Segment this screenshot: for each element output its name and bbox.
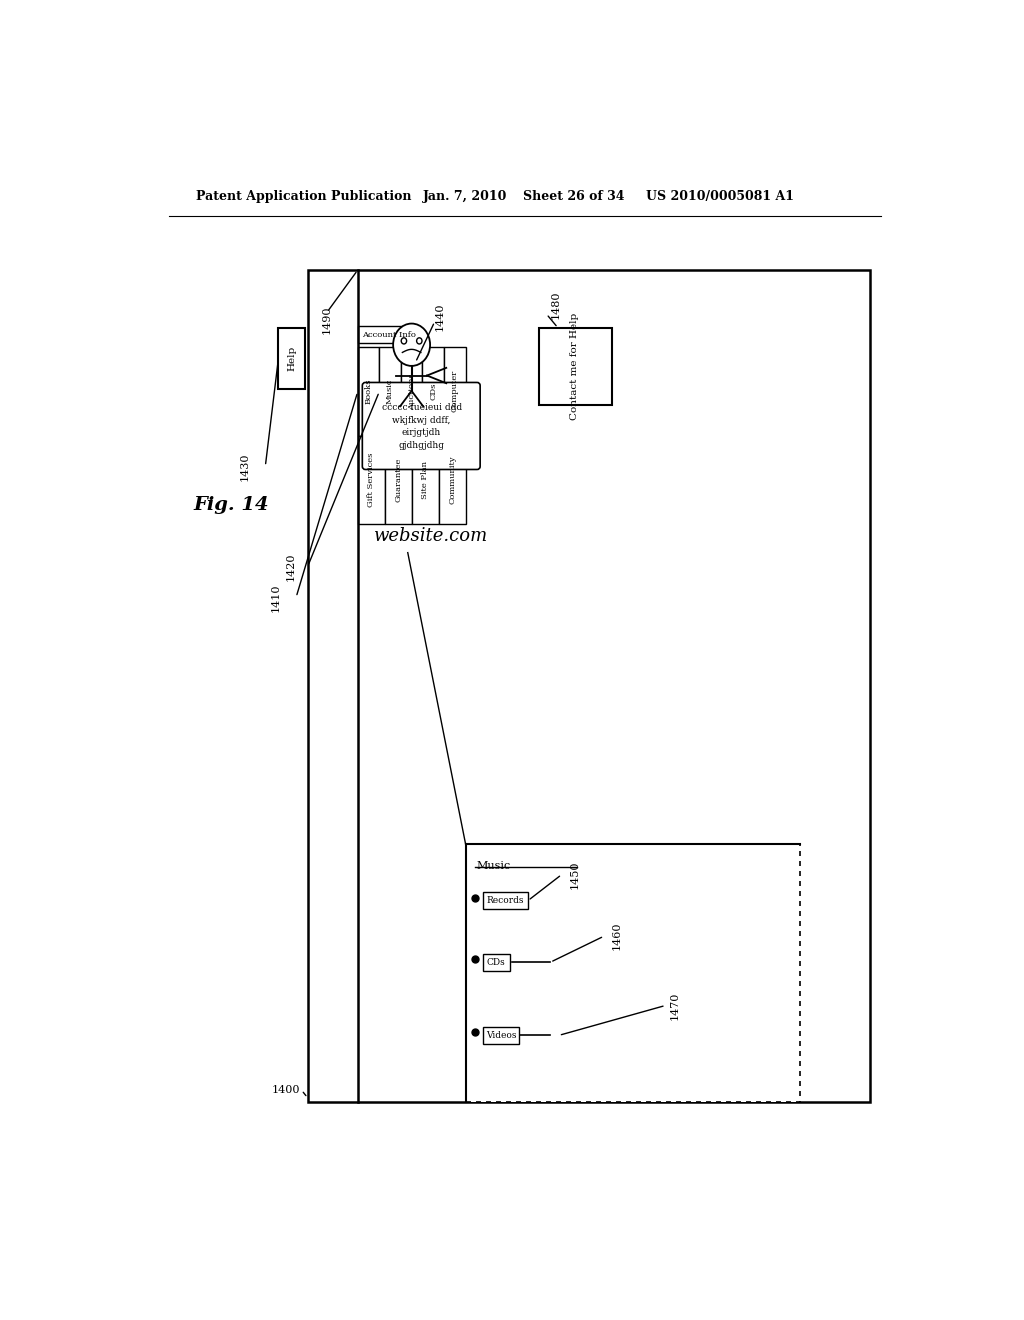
Text: Site Plan: Site Plan xyxy=(421,461,429,499)
Text: 1460: 1460 xyxy=(611,921,622,950)
Text: Gift Services: Gift Services xyxy=(368,453,375,507)
Bar xyxy=(438,436,466,524)
Text: Community: Community xyxy=(449,455,456,504)
Text: ccccc fueieui ddd
wkjfkwj ddff,
eirjgtjdh
gjdhgjdhg: ccccc fueieui ddd wkjfkwj ddff, eirjgtjd… xyxy=(382,403,462,450)
Text: Auctions: Auctions xyxy=(408,374,416,409)
Text: 1450: 1450 xyxy=(569,861,580,888)
Bar xyxy=(483,1027,518,1044)
Bar xyxy=(412,436,438,524)
Bar xyxy=(444,347,466,436)
FancyBboxPatch shape xyxy=(362,383,480,470)
Text: 1400: 1400 xyxy=(271,1085,300,1096)
Bar xyxy=(357,436,385,524)
Text: website.com: website.com xyxy=(374,527,488,545)
Text: 1490: 1490 xyxy=(322,306,332,334)
Text: 1440: 1440 xyxy=(435,302,444,330)
Text: Computer: Computer xyxy=(451,370,459,412)
Text: US 2010/0005081 A1: US 2010/0005081 A1 xyxy=(646,190,795,203)
Bar xyxy=(483,892,528,909)
Bar xyxy=(279,327,305,389)
Text: CDs: CDs xyxy=(429,383,437,400)
Text: Patent Application Publication: Patent Application Publication xyxy=(196,190,412,203)
Text: Contact me for Help: Contact me for Help xyxy=(570,313,580,420)
Text: Account Info: Account Info xyxy=(361,331,416,339)
Bar xyxy=(357,326,419,343)
Bar xyxy=(483,954,510,970)
Text: Videos: Videos xyxy=(485,1031,516,1040)
Bar xyxy=(422,347,444,436)
Bar xyxy=(307,271,869,1102)
Text: Jan. 7, 2010: Jan. 7, 2010 xyxy=(423,190,508,203)
Ellipse shape xyxy=(401,338,407,345)
Bar xyxy=(400,347,422,436)
Text: 1430: 1430 xyxy=(240,453,250,480)
Text: CDs: CDs xyxy=(487,958,506,966)
Text: 1420: 1420 xyxy=(286,552,296,581)
Bar xyxy=(539,327,611,405)
Ellipse shape xyxy=(417,338,422,345)
Text: Books: Books xyxy=(365,379,373,404)
Text: Records: Records xyxy=(486,896,524,906)
Bar xyxy=(466,843,801,1102)
Text: 1480: 1480 xyxy=(550,290,560,319)
Text: 1470: 1470 xyxy=(670,991,680,1019)
Text: Music: Music xyxy=(476,861,511,871)
Text: Fig. 14: Fig. 14 xyxy=(194,496,269,513)
Text: Help: Help xyxy=(287,346,296,371)
Text: Sheet 26 of 34: Sheet 26 of 34 xyxy=(523,190,625,203)
Text: Guarantee: Guarantee xyxy=(394,458,402,502)
Text: 1410: 1410 xyxy=(270,583,281,611)
Bar xyxy=(385,436,412,524)
Bar xyxy=(357,347,379,436)
Bar xyxy=(379,347,400,436)
Text: Music: Music xyxy=(386,379,394,404)
Ellipse shape xyxy=(393,323,430,366)
